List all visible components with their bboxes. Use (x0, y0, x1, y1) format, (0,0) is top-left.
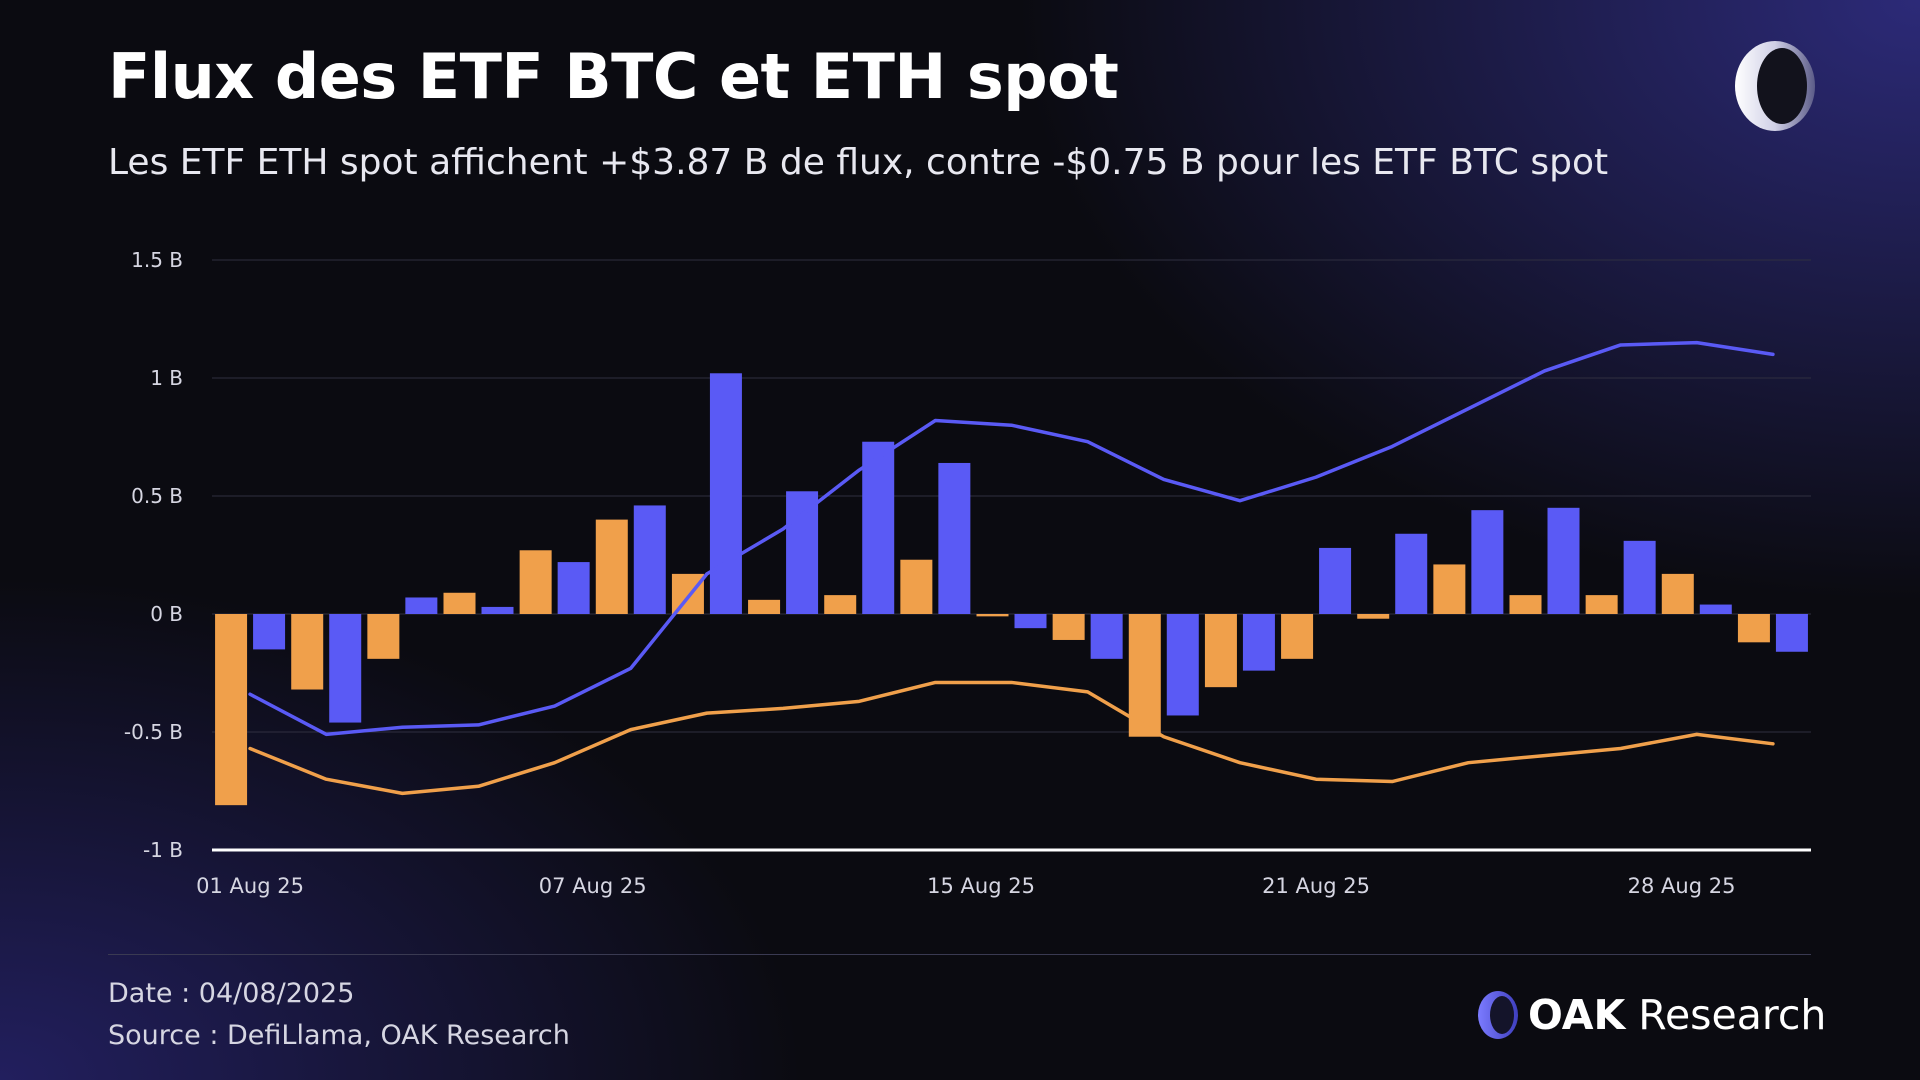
bar-eth (1547, 507, 1580, 614)
bar-btc (443, 592, 476, 614)
bar-btc (671, 573, 704, 614)
bar-btc (1052, 614, 1085, 640)
y-tick-label: 0.5 B (131, 484, 183, 508)
bar-btc (1585, 595, 1618, 614)
bar-eth (1166, 614, 1199, 716)
x-tick-label: 21 Aug 25 (1262, 874, 1370, 898)
footer-date: Date : 04/08/2025 (108, 978, 355, 1009)
bar-eth (1699, 604, 1732, 614)
page-title: Flux des ETF BTC et ETH spot (108, 40, 1119, 113)
line-btc-trend (248, 680, 1775, 796)
bar-eth (938, 462, 971, 614)
bar-btc (595, 519, 628, 614)
brand-name: OAK Research (1528, 991, 1826, 1039)
y-tick-label: -0.5 B (124, 720, 183, 744)
bar-btc (367, 614, 400, 659)
x-tick-label: 15 Aug 25 (927, 874, 1035, 898)
bar-btc (1737, 614, 1770, 643)
bar-eth (862, 441, 895, 614)
bar-eth (329, 614, 362, 723)
bar-eth (1775, 614, 1808, 652)
bar-eth (481, 606, 514, 614)
bar-eth (1395, 533, 1428, 614)
footer-divider (108, 954, 1811, 955)
oak-ring-logo-icon (1478, 991, 1518, 1039)
bar-eth (1471, 510, 1504, 614)
bar-btc (824, 595, 857, 614)
y-tick-label: 1 B (150, 366, 183, 390)
line-eth-trend (248, 340, 1775, 737)
bar-btc (291, 614, 324, 690)
bar-eth (786, 491, 819, 614)
bar-eth (253, 614, 286, 650)
bar-btc (1509, 595, 1542, 614)
etf-flow-chart: 1.5 B 1 B 0.5 B 0 B -0.5 B -1 B 01 Aug 25 07 Au… (124, 248, 1811, 898)
bar-eth (709, 373, 742, 614)
brand-name-strong: OAK (1528, 991, 1626, 1039)
page-subtitle: Les ETF ETH spot affichent +$3.87 B de f… (108, 142, 1609, 183)
bar-btc (1357, 614, 1390, 619)
bar-eth (1242, 614, 1275, 671)
bar-btc (1281, 614, 1314, 659)
bar-eth (1090, 614, 1123, 659)
bar-btc (748, 599, 781, 614)
bar-btc (900, 559, 933, 614)
x-tick-label: 01 Aug 25 (196, 874, 304, 898)
x-tick-label: 07 Aug 25 (539, 874, 647, 898)
bar-btc (1204, 614, 1237, 688)
brand-name-light: Research (1625, 991, 1827, 1039)
y-tick-label: 1.5 B (131, 248, 183, 272)
footer-source: Source : DefiLlama, OAK Research (108, 1020, 570, 1051)
bar-eth (405, 597, 438, 614)
bar-btc (519, 550, 552, 614)
y-tick-label: 0 B (150, 602, 183, 626)
bar-eth (633, 505, 666, 614)
bar-btc (1128, 614, 1161, 737)
bar-btc (1661, 573, 1694, 614)
bar-eth (1014, 614, 1047, 629)
bar-eth (557, 562, 590, 614)
bar-eth (1623, 540, 1656, 614)
bar-btc (215, 614, 248, 806)
bar-eth (1319, 547, 1352, 614)
x-tick-label: 28 Aug 25 (1628, 874, 1736, 898)
oak-ring-logo-icon (1735, 41, 1815, 131)
y-tick-label: -1 B (143, 838, 183, 862)
bar-btc (1433, 564, 1466, 614)
brand-logo: OAK Research (1476, 990, 1826, 1040)
bar-btc (976, 614, 1009, 617)
